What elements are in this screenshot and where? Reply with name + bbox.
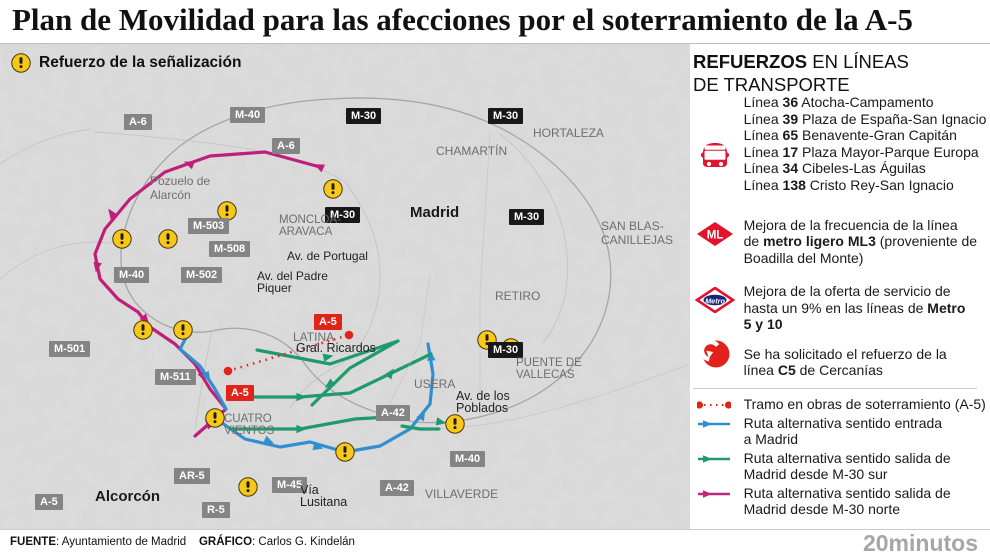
svg-text:ML: ML bbox=[707, 230, 724, 242]
svg-text:Metro: Metro bbox=[705, 296, 725, 305]
